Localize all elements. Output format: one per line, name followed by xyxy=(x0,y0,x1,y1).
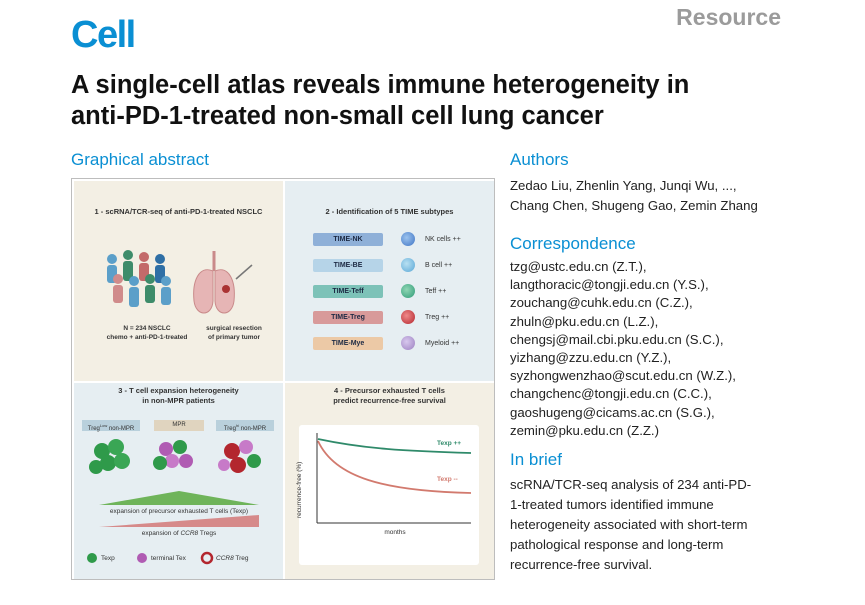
legend-treg-icon xyxy=(200,551,214,565)
graphical-abstract-heading: Graphical abstract xyxy=(71,150,209,169)
x-axis-label: months xyxy=(384,529,406,536)
group-treg-high: Treghi non-MPR xyxy=(216,420,274,432)
email-link[interactable]: gaoshugeng@cicams.ac.cn (S.G.), xyxy=(510,404,715,420)
email-link[interactable]: syzhongwenzhao@scut.edu.cn (W.Z.), xyxy=(510,368,736,384)
curve-texp-low xyxy=(317,440,472,494)
author-list: Zedao Liu, Zhenlin Yang, Junqi Wu, ..., … xyxy=(510,178,758,213)
treg-expansion-wedge xyxy=(99,515,259,527)
cluster-mid xyxy=(153,440,193,470)
people-lungs-illustration xyxy=(107,250,253,314)
teff-cell-icon xyxy=(401,284,415,298)
legend-texp: Texp xyxy=(101,555,115,562)
y-axis-label: recurrence-free (%) xyxy=(296,461,303,519)
subtype-label: TIME-Treg xyxy=(313,311,383,324)
group-mpr: MPR xyxy=(154,420,204,431)
panel1-title: 1 - scRNA/TCR-seq of anti-PD-1-treated N… xyxy=(94,207,263,216)
email-link[interactable]: langthoracic@tongji.edu.cn (Y.S.), xyxy=(510,277,709,293)
correspondence-heading: Correspondence xyxy=(510,234,636,253)
legend-texp-icon xyxy=(87,553,97,563)
article-title: A single-cell atlas reveals immune heter… xyxy=(71,71,690,130)
cluster-left xyxy=(89,439,130,474)
graphical-abstract: 1 - scRNA/TCR-seq of anti-PD-1-treated N… xyxy=(71,178,495,580)
journal-logo: Cell xyxy=(71,14,136,56)
panel4-title: 4 - Precursor exhausted T cells predict … xyxy=(333,386,446,405)
lungs-icon xyxy=(193,251,253,314)
in-brief-text: scRNA/TCR-seq analysis of 234 anti-PD- 1… xyxy=(510,477,752,572)
b-cell-icon xyxy=(401,258,415,272)
subtype-label: TIME-Teff xyxy=(313,285,383,298)
treg-cell-icon xyxy=(401,310,415,324)
correspondence-list: tzg@ustc.edu.cn (Z.T.), langthoracic@ton… xyxy=(510,258,736,440)
email-link[interactable]: chengsj@mail.cbi.pku.edu.cn (S.C.), xyxy=(510,331,724,347)
cohort-label: N = 234 NSCLC chemo + anti-PD-1-treated xyxy=(106,325,188,341)
legend-tex: terminal Tex xyxy=(151,555,186,562)
curve-texp-high xyxy=(317,438,472,454)
cell-clusters-illustration xyxy=(87,439,261,565)
email-link[interactable]: zouchang@cuhk.edu.cn (C.Z.), xyxy=(510,295,693,311)
email-link[interactable]: zhuln@pku.edu.cn (L.Z.), xyxy=(510,313,659,329)
subtype-cell: Teff ++ xyxy=(425,288,447,295)
email-link[interactable]: tzg@ustc.edu.cn (Z.T.), xyxy=(510,259,647,274)
panel2-title: 2 - Identification of 5 TIME subtypes xyxy=(325,207,454,216)
panel-tcell-expansion: 3 - T cell expansion heterogeneity in no… xyxy=(74,383,283,579)
email-link[interactable]: yizhang@zzu.edu.cn (Y.Z.), xyxy=(510,350,672,366)
subtype-cell: B cell ++ xyxy=(425,262,453,269)
email-link[interactable]: zemin@pku.edu.cn (Z.Z.) xyxy=(510,422,659,438)
subtype-cell: NK cells ++ xyxy=(425,236,461,243)
surgery-label: surgical resection of primary tumor xyxy=(206,325,262,341)
panel-survival: 4 - Precursor exhausted T cells predict … xyxy=(285,383,494,579)
panel-cohort: 1 - scRNA/TCR-seq of anti-PD-1-treated N… xyxy=(74,181,283,381)
nk-cell-icon xyxy=(401,232,415,246)
subtype-cell: Treg ++ xyxy=(425,314,450,321)
group-treg-low: TregLow non-MPR xyxy=(82,420,140,432)
subtype-cell: Myeloid ++ xyxy=(425,340,460,347)
panel-time-subtypes: 2 - Identification of 5 TIME subtypes TI… xyxy=(285,181,494,381)
subtype-label: TIME-NK xyxy=(313,233,383,246)
survival-curves xyxy=(316,433,472,524)
people-icon xyxy=(107,250,171,307)
cluster-right xyxy=(218,440,261,473)
wedge1-label: expansion of precursor exhausted T cells… xyxy=(109,508,249,515)
series-high-label: Texp ++ xyxy=(437,440,462,447)
authors-heading: Authors xyxy=(510,150,569,169)
series-low-label: Texp -- xyxy=(437,476,458,483)
email-link[interactable]: changchenc@tongji.edu.cn (C.C.), xyxy=(510,386,712,402)
article-type: Resource xyxy=(676,4,781,30)
panel3-title: 3 - T cell expansion heterogeneity in no… xyxy=(118,386,239,405)
legend-tex-icon xyxy=(137,553,147,563)
wedge2-label: expansion of CCR8 Tregs xyxy=(141,530,217,537)
texp-expansion-wedge xyxy=(99,491,259,505)
legend-treg: CCR8 Treg xyxy=(216,555,249,562)
subtype-label: TIME-BE xyxy=(313,259,383,272)
in-brief-heading: In brief xyxy=(510,450,562,469)
myeloid-cell-icon xyxy=(401,336,415,350)
subtype-label: TIME-Mye xyxy=(313,337,383,350)
